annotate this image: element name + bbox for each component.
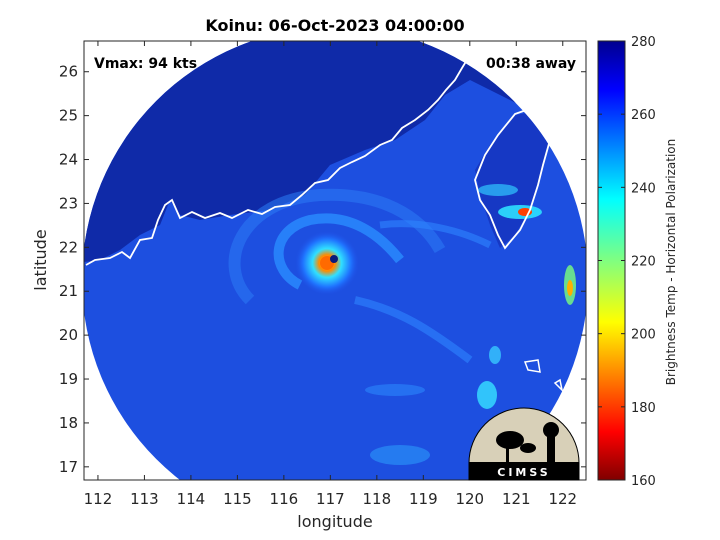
vmax-annotation: Vmax: 94 kts [94, 56, 197, 72]
land-region [84, 41, 586, 262]
taiwan-land [475, 110, 550, 248]
x-tick-label: 113 [130, 490, 159, 508]
convection-east-core [567, 280, 573, 296]
colorbar-title: Brightness Temp - Horizontal Polarizatio… [664, 139, 678, 386]
x-tick-label: 112 [84, 490, 113, 508]
colorbar-tick-label: 160 [631, 474, 656, 489]
storm-eye [330, 255, 338, 263]
y-tick-label: 22 [59, 238, 78, 256]
x-axis: 112 113 114 115 116 117 118 119 120 121 122 [84, 41, 577, 508]
x-tick-label: 120 [455, 490, 484, 508]
rainband-south [354, 296, 473, 364]
x-tick-label: 118 [363, 490, 392, 508]
x-tick-label: 122 [548, 490, 577, 508]
y-tick-label: 17 [59, 458, 78, 476]
colorbar-tick-label: 180 [631, 401, 656, 416]
y-tick-label: 18 [59, 414, 78, 432]
convection-southeast [477, 381, 497, 409]
convection-strait [478, 184, 518, 196]
x-tick-label: 114 [177, 490, 206, 508]
coastline-islet [553, 378, 564, 393]
x-tick-label: 116 [270, 490, 299, 508]
swath-layer [84, 41, 586, 480]
x-tick-label: 121 [502, 490, 531, 508]
logo-text: CIMSS [497, 466, 550, 479]
y-tick-label: 23 [59, 194, 78, 212]
y-tick-label: 20 [59, 326, 78, 344]
colorbar-tick-label: 260 [631, 108, 656, 123]
colorbar-ticks: 160 180 200 220 240 260 280 [598, 35, 656, 489]
colorbar-tick-label: 280 [631, 35, 656, 50]
y-tick-label: 24 [59, 151, 78, 169]
convection-south-band [365, 384, 425, 396]
y-tick-label: 26 [59, 63, 78, 81]
y-tick-label: 19 [59, 370, 78, 388]
time-offset-annotation: 00:38 away [486, 56, 576, 72]
y-axis-title: latitude [31, 229, 50, 290]
colorbar-tick-label: 200 [631, 328, 656, 343]
x-tick-label: 117 [316, 490, 345, 508]
coastline-taiwan [474, 107, 551, 250]
coastline-china [85, 41, 476, 266]
x-tick-label: 119 [409, 490, 438, 508]
convection-south-edge [370, 445, 430, 465]
plot-frame [83, 40, 587, 481]
colorbar-tick-label: 240 [631, 181, 656, 196]
chart-title: Koinu: 06-Oct-2023 04:00:00 [205, 16, 464, 35]
y-tick-label: 25 [59, 107, 78, 125]
y-tick-label: 21 [59, 282, 78, 300]
x-tick-label: 115 [223, 490, 252, 508]
colorbar-tick-label: 220 [631, 255, 656, 270]
x-axis-title: longitude [297, 512, 372, 531]
y-axis: 17 18 19 20 21 22 23 24 25 26 [59, 63, 586, 476]
coastline-island [523, 359, 541, 373]
rainband-inner [273, 213, 404, 290]
cimss-logo: CIMSS [468, 407, 580, 481]
rainband-east [379, 220, 492, 249]
convection-se-small [489, 346, 501, 364]
colorbar [597, 40, 626, 481]
rainband-mid [228, 188, 446, 305]
